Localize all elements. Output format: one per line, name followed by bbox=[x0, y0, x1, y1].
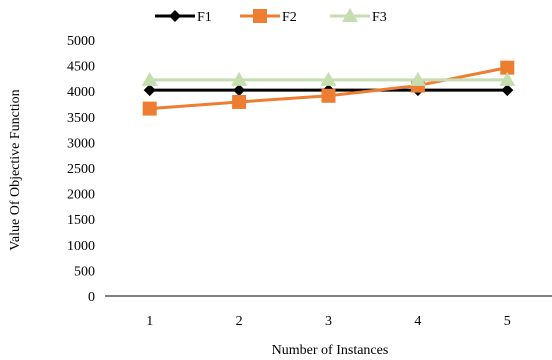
y-tick-label: 2500 bbox=[67, 162, 95, 177]
data-point-f2 bbox=[232, 94, 247, 109]
x-tick-label: 3 bbox=[325, 314, 332, 329]
data-point-f1 bbox=[501, 84, 514, 97]
legend-item-f2: F2 bbox=[240, 9, 297, 25]
x-tick-label: 2 bbox=[236, 314, 243, 329]
data-point-f3 bbox=[141, 71, 158, 86]
series-group bbox=[141, 60, 516, 116]
data-point-f2 bbox=[142, 101, 157, 116]
legend-label: F3 bbox=[372, 10, 387, 25]
legend-label: F2 bbox=[282, 10, 297, 25]
y-tick-label: 2000 bbox=[67, 188, 95, 203]
legend-item-f1: F1 bbox=[155, 10, 212, 25]
x-axis-title: Number of Instances bbox=[272, 343, 389, 358]
data-point-f1 bbox=[143, 84, 156, 97]
y-axis-tick-labels: 0 500 1000 1500 2000 2500 3000 3500 4000 4500 5000 bbox=[67, 34, 95, 305]
legend-marker bbox=[169, 10, 181, 22]
x-axis-tick-labels: 1 2 3 4 5 bbox=[146, 314, 511, 329]
x-tick-label: 4 bbox=[414, 314, 421, 329]
series-f3 bbox=[141, 71, 516, 86]
y-tick-label: 0 bbox=[88, 290, 95, 305]
data-point-f3 bbox=[320, 71, 337, 86]
x-tick-label: 5 bbox=[504, 314, 511, 329]
y-tick-label: 4000 bbox=[67, 85, 95, 100]
y-tick-label: 5000 bbox=[67, 34, 95, 49]
data-point-f3 bbox=[499, 71, 516, 86]
x-tick-label: 1 bbox=[146, 314, 153, 329]
data-point-f3 bbox=[231, 71, 248, 86]
y-tick-label: 4500 bbox=[67, 60, 95, 75]
y-tick-label: 3000 bbox=[67, 136, 95, 151]
data-point-f2 bbox=[321, 88, 336, 103]
y-tick-label: 1500 bbox=[67, 213, 95, 228]
y-tick-label: 1000 bbox=[67, 239, 95, 254]
data-point-f1 bbox=[233, 84, 246, 97]
legend-marker bbox=[342, 8, 358, 22]
y-tick-label: 500 bbox=[74, 264, 95, 279]
data-point-f2 bbox=[500, 60, 515, 75]
legend-label: F1 bbox=[197, 10, 212, 25]
legend-item-f3: F3 bbox=[330, 8, 387, 25]
y-axis-title: Value Of Objective Function bbox=[8, 89, 23, 250]
data-point-f3 bbox=[409, 71, 426, 86]
legend-marker bbox=[253, 9, 267, 23]
legend: F1 F2 F3 bbox=[155, 8, 387, 25]
y-tick-label: 3500 bbox=[67, 111, 95, 126]
